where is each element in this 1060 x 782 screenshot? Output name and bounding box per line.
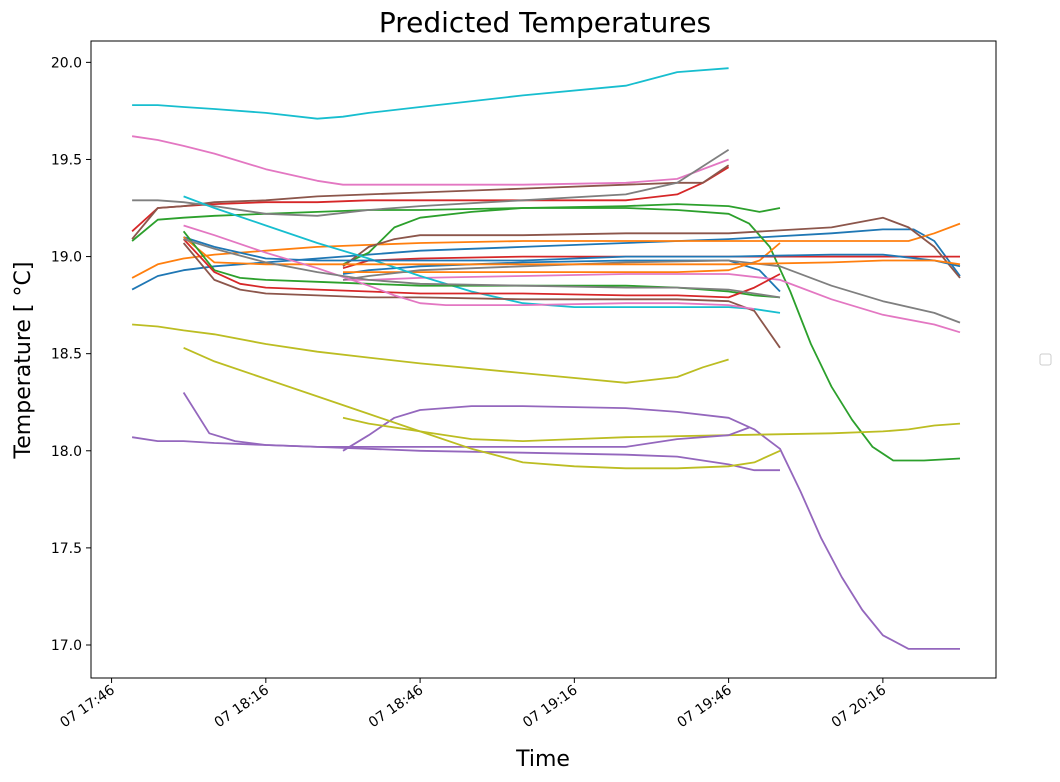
series-line-23 [182,230,781,299]
x-axis: 07 17:46 07 18:16 07 18:46 07 19:16 07 19:46… [57,678,889,731]
series-line-24 [182,238,781,299]
series-line-1 [131,228,961,291]
series-line-21 [183,236,961,268]
y-tick-label: 18.5 [51,347,82,363]
series-line-27 [183,224,755,310]
x-axis-title: Time [515,747,570,772]
y-tick-label: 18.0 [51,444,82,460]
series-line-5 [131,436,780,472]
series-line-10 [132,67,729,120]
x-tick-label: 07 18:46 [366,682,427,731]
series-line-2 [131,222,961,279]
chart-title: Predicted Temperatures [379,6,711,39]
series-line-4 [131,166,730,232]
series-line-22 [183,236,961,266]
x-tick-label: 07 18:16 [212,682,273,731]
series-line-6 [131,164,730,240]
y-axis: 17.0 17.5 18.0 18.5 19.0 19.5 20.0 [51,55,91,654]
y-tick-label: 17.0 [51,638,82,654]
series-line-7 [131,135,729,186]
legend-box [1039,353,1052,366]
y-tick-label: 17.5 [51,541,82,557]
x-tick-label: 07 20:16 [829,682,890,731]
series-line-11 [342,259,781,293]
y-tick-label: 19.5 [51,152,82,168]
series-line-13 [342,203,781,266]
series-line-29 [183,346,781,470]
series-line-18 [342,259,961,324]
series-line-17 [343,273,961,334]
series-line-26 [182,242,781,349]
y-tick-label: 19.0 [51,250,82,266]
series-line-9 [132,323,729,384]
series-line-16 [342,216,961,279]
x-tick-label: 07 19:16 [520,682,581,731]
series-line-15 [342,405,960,650]
series-layer [131,67,961,650]
x-tick-label: 07 17:46 [57,682,118,731]
y-tick-label: 20.0 [51,55,82,71]
series-line-3 [131,207,961,462]
y-axis-title: Temperature [ °C] [11,262,36,460]
series-line-28 [183,238,781,299]
plot-frame [90,40,997,679]
series-line-25 [182,392,750,448]
series-line-20 [183,195,781,314]
x-tick-label: 07 19:46 [674,682,735,731]
series-line-8 [132,149,730,217]
series-line-19 [342,416,961,443]
